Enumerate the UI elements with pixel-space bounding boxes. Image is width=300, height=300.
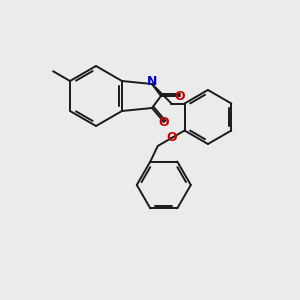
Text: N: N — [147, 75, 157, 88]
Text: O: O — [159, 116, 169, 129]
Text: O: O — [167, 131, 177, 144]
Text: O: O — [174, 89, 185, 103]
